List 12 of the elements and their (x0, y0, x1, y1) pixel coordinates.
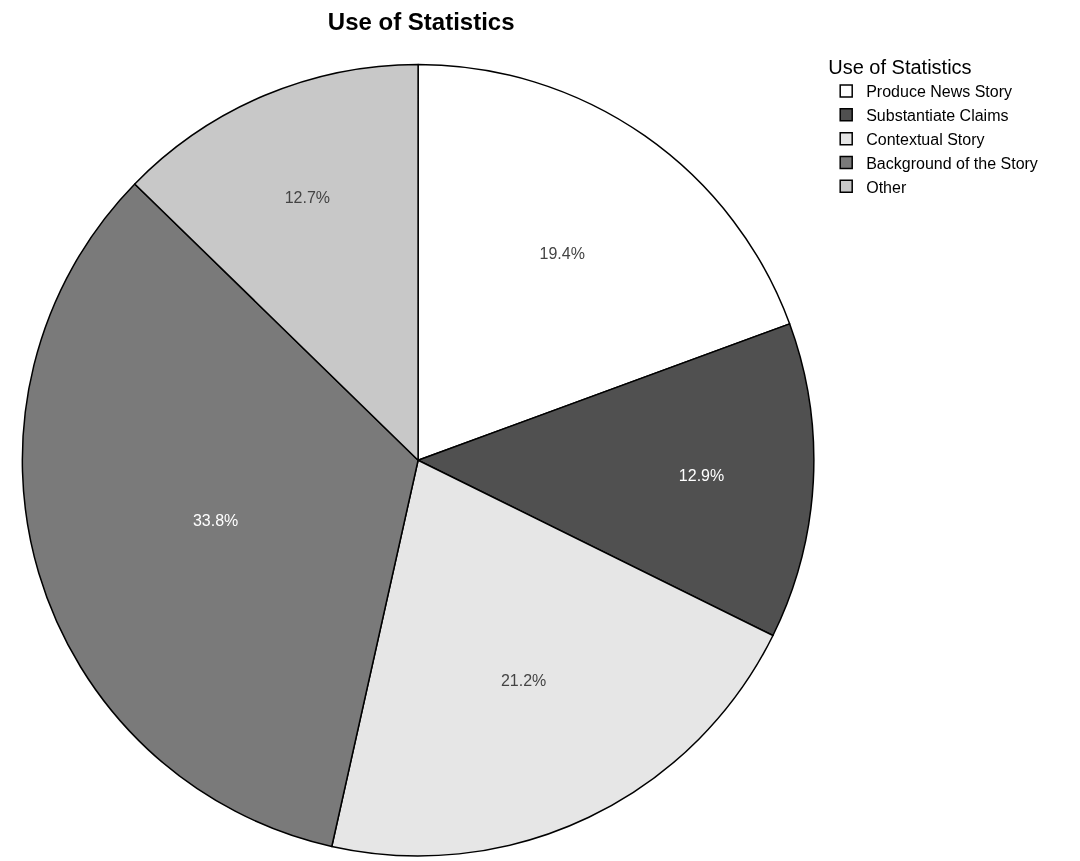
legend-label: Background of the Story (866, 154, 1038, 172)
legend-label: Other (866, 178, 907, 196)
data-label: 12.7% (284, 189, 331, 207)
legend-title: Use of Statistics (828, 56, 972, 79)
data-label: 19.4% (539, 245, 585, 263)
chart-title: Use of Statistics (327, 7, 515, 35)
data-label: 21.2% (500, 672, 547, 690)
data-label: 12.9% (678, 466, 725, 484)
data-label: 33.8% (192, 511, 239, 529)
legend-label: Substantiate Claims (866, 107, 1009, 125)
legend-label: Produce News Story (866, 83, 1013, 101)
legend-label: Contextual Story (866, 130, 985, 148)
